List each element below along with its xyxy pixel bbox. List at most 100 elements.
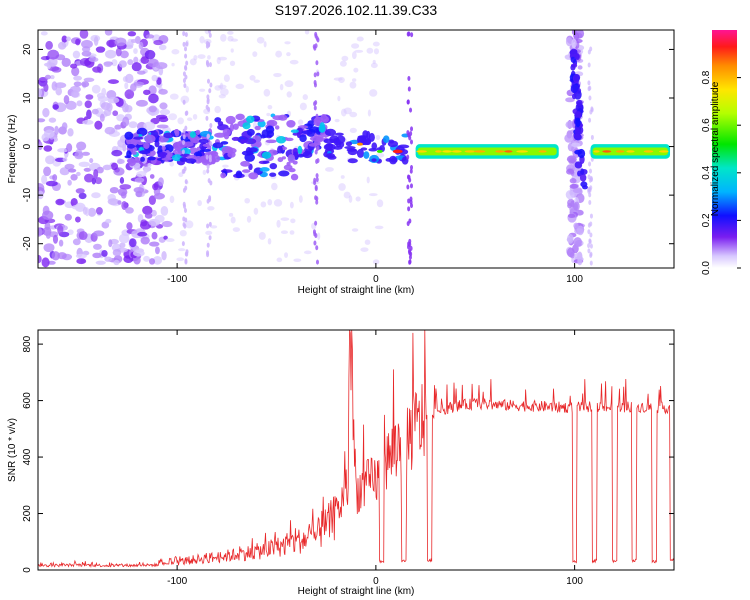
spectrogram-blob: [81, 81, 90, 88]
spectrogram-content: [38, 30, 671, 268]
snr-y-tick-label: 400: [22, 448, 33, 465]
spectrogram-x-ticks: -100 0 100: [167, 30, 583, 285]
spectrogram-blob: [269, 162, 278, 170]
spectrogram-blob: [588, 168, 592, 174]
spectrogram-blob: [151, 231, 158, 240]
spectrogram-blob: [573, 222, 579, 229]
spectrogram-blob: [79, 30, 89, 39]
spectrogram-blob: [95, 46, 106, 53]
spectrogram-blob: [280, 230, 288, 235]
spectrogram-blob: [409, 245, 413, 251]
spectrogram-blob: [253, 79, 260, 83]
spectrogram-blob: [105, 49, 117, 59]
spectrogram-blob: [75, 38, 81, 46]
spectrogram-blob: [153, 39, 164, 46]
spectrogram-blob: [88, 57, 99, 63]
spectrogram-blob: [50, 75, 55, 80]
spectrogram-blob: [588, 95, 592, 101]
spectrogram-blob: [138, 41, 144, 50]
spectrogram-blob: [588, 161, 592, 167]
spectrogram-blob: [375, 134, 381, 141]
spectrogram-blob: [206, 99, 210, 105]
spectrogram-blob: [315, 177, 319, 183]
spectrogram-blob: [64, 213, 72, 221]
spectrogram-blob: [256, 36, 265, 44]
spectrogram-blob: [643, 150, 654, 153]
spectrogram-blob: [240, 160, 251, 167]
spectrogram-blob: [91, 84, 101, 94]
spectrogram-blob: [133, 255, 141, 265]
spectrogram-blob: [136, 171, 147, 178]
spectrogram-blob: [181, 149, 185, 155]
spectrogram-blob: [43, 166, 52, 177]
spectrogram-blob: [209, 141, 213, 147]
spectrogram-blob: [587, 174, 591, 180]
spectrogram-blob: [143, 89, 151, 96]
spectrogram-blob: [367, 109, 371, 117]
spectrogram-blob: [208, 235, 212, 241]
spectrogram-blob: [587, 248, 591, 254]
spectrogram-blob: [158, 116, 169, 123]
spectrogram-blob: [205, 104, 209, 110]
spectrogram-y-tick-label: 0: [22, 143, 33, 149]
spectrogram-blob: [133, 136, 144, 140]
spectrogram-blob: [84, 173, 94, 183]
spectrogram-blob: [158, 44, 167, 51]
spectrogram-blob: [154, 214, 165, 223]
spectrogram-blob: [147, 162, 152, 168]
spectrogram-blob: [577, 148, 586, 159]
spectrogram-blob: [286, 119, 296, 128]
spectrogram-blob: [473, 150, 486, 153]
spectrogram-blob: [61, 122, 68, 131]
spectrogram-blob: [89, 158, 94, 164]
spectrogram-blob: [464, 150, 476, 153]
spectrogram-blob: [267, 238, 272, 245]
spectrogram-blob: [38, 88, 43, 97]
spectrogram-blob: [286, 91, 292, 98]
spectrogram-blob: [315, 173, 319, 179]
spectrogram-blob: [356, 36, 364, 42]
spectrogram-blob: [313, 105, 317, 111]
spectrogram-blob: [184, 32, 188, 38]
spectrogram-y-tick-label: -10: [22, 187, 33, 202]
spectrogram-blob: [61, 57, 71, 67]
spectrogram-blob: [263, 41, 267, 48]
spectrogram-blob: [230, 48, 234, 53]
spectrogram-blob: [275, 50, 283, 58]
spectrogram-blob: [299, 102, 307, 111]
spectrogram-blob: [406, 184, 410, 190]
spectrogram-blob: [48, 56, 58, 67]
spectrogram-blob: [267, 199, 273, 206]
spectrogram-blob: [76, 171, 81, 177]
spectrogram-blob: [297, 153, 305, 158]
spectrogram-blob: [127, 59, 134, 66]
spectrogram-blob: [355, 196, 361, 202]
spectrogram-blob: [315, 199, 319, 205]
spectrogram-blob: [183, 223, 187, 229]
spectrogram-blob: [219, 82, 224, 90]
snr-y-tick-label: 600: [22, 392, 33, 409]
spectrogram-blob: [169, 93, 179, 100]
spectrogram-blob: [119, 177, 125, 184]
spectrogram-blob: [154, 140, 160, 148]
spectrogram-blob: [155, 246, 160, 255]
spectrogram-blob: [127, 143, 136, 149]
snr-y-ticks: 0 200 400 600 800: [22, 335, 674, 573]
spectrogram-blob: [363, 151, 370, 159]
spectrogram-blob: [165, 238, 175, 243]
spectrogram-blob: [580, 181, 588, 188]
spectrogram-blob: [577, 65, 583, 70]
spectrogram-blob: [273, 72, 282, 78]
spectrogram-blob: [242, 169, 251, 173]
spectrogram-blob: [220, 172, 227, 179]
spectrogram-blob: [143, 255, 150, 262]
spectrogram-blob: [374, 225, 384, 230]
snr-y-label: SNR (10 * v/v): [7, 418, 18, 482]
spectrogram-blob: [574, 133, 581, 139]
spectrogram-blob: [83, 167, 92, 172]
spectrogram-blob: [185, 41, 189, 47]
colorbar-tick-label: 0.6: [701, 118, 712, 132]
spectrogram-blob: [99, 113, 105, 122]
spectrogram-blob: [91, 192, 101, 199]
spectrogram-blob: [573, 201, 580, 212]
